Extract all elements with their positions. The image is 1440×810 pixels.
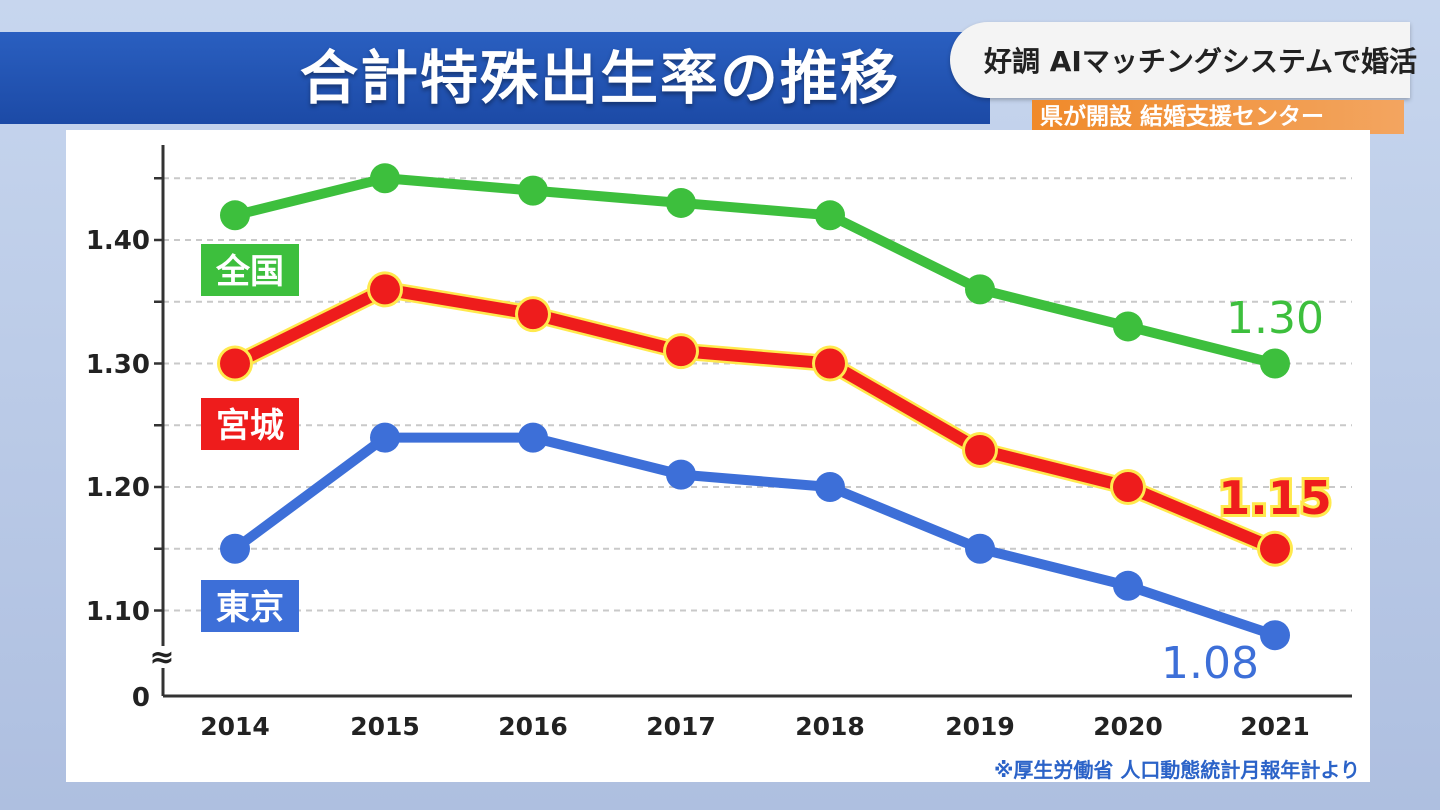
y-tick-label: 1.30	[86, 350, 150, 380]
data-point-miyagi	[965, 434, 995, 465]
x-tick-label: 2020	[1093, 712, 1163, 741]
data-point-tokyo	[370, 422, 400, 453]
data-point-tokyo	[666, 459, 696, 490]
data-point-tokyo	[1260, 620, 1290, 651]
y-tick-labels: 1.40 1.30 1.20 1.10 0 ≈	[86, 226, 175, 713]
data-point-miyagi	[1260, 533, 1290, 564]
y-tick-label: 1.20	[86, 473, 150, 503]
end-label-national: 1.30	[1226, 293, 1324, 344]
y-tick-label: 0	[132, 683, 150, 713]
data-point-national	[220, 200, 250, 231]
end-value-labels: 1.30 1.15 1.08	[1161, 293, 1335, 689]
series-lines	[226, 173, 1284, 641]
end-label-miyagi: 1.15	[1218, 471, 1332, 525]
chart-panel	[66, 130, 1370, 782]
x-tick-label: 2017	[646, 712, 716, 741]
data-point-tokyo	[518, 422, 548, 453]
data-point-national	[965, 274, 995, 305]
legend-box-miyagi	[201, 398, 299, 450]
data-point-national	[1113, 311, 1143, 342]
legend-box-tokyo	[201, 580, 299, 632]
series-line-national	[230, 173, 1280, 369]
gridlines	[163, 177, 1352, 612]
series-line-tokyo	[230, 432, 1280, 641]
end-label-tokyo: 1.08	[1161, 638, 1259, 689]
x-tick-label: 2014	[200, 712, 270, 741]
data-point-tokyo	[815, 472, 845, 502]
x-tick-label: 2019	[945, 712, 1015, 741]
axis-break-symbol: ≈	[149, 640, 174, 675]
data-point-national	[815, 200, 845, 231]
y-tick-label: 1.40	[86, 226, 150, 256]
x-tick-label: 2015	[350, 712, 420, 741]
y-tick-label: 1.10	[86, 597, 150, 627]
data-point-miyagi	[666, 336, 696, 367]
news-caption-sub-box	[1032, 100, 1404, 134]
x-tick-label: 2016	[498, 712, 568, 741]
news-caption-sub: 県が開設 結婚支援センター	[1040, 104, 1325, 130]
chart-title: 合計特殊出生率の推移	[300, 44, 901, 112]
data-point-national	[370, 163, 400, 194]
data-point-miyagi	[370, 274, 400, 305]
source-note: ※厚生労働省 人口動態統計月報年計より	[993, 758, 1360, 782]
title-bar	[0, 32, 990, 124]
axis-break-gap	[155, 646, 171, 668]
x-tick-labels: 2014 2015 2016 2017 2018 2019 2020 2021	[200, 712, 1310, 741]
x-tick-label: 2018	[795, 712, 865, 741]
axes	[154, 145, 1352, 698]
series-points	[217, 163, 1293, 651]
data-point-tokyo	[1113, 570, 1143, 601]
x-tick-label: 2021	[1240, 712, 1310, 741]
data-point-tokyo	[220, 533, 250, 564]
data-point-national	[666, 187, 696, 218]
news-caption-box	[950, 22, 1410, 98]
data-point-miyagi	[518, 299, 548, 330]
data-point-national	[1260, 348, 1290, 379]
data-point-miyagi	[1113, 472, 1143, 502]
series-line-miyagi	[229, 283, 1281, 555]
legend-label-tokyo: 東京	[216, 588, 284, 628]
legend-label-miyagi: 宮城	[216, 406, 284, 446]
data-point-national	[518, 175, 548, 206]
news-caption-main: 好調 AIマッチングシステムで婚活	[984, 45, 1417, 78]
legend-box-national	[201, 244, 299, 296]
data-point-miyagi	[220, 348, 250, 379]
legend-label-national: 全国	[215, 252, 284, 292]
data-point-tokyo	[965, 533, 995, 564]
data-point-miyagi	[815, 348, 845, 379]
